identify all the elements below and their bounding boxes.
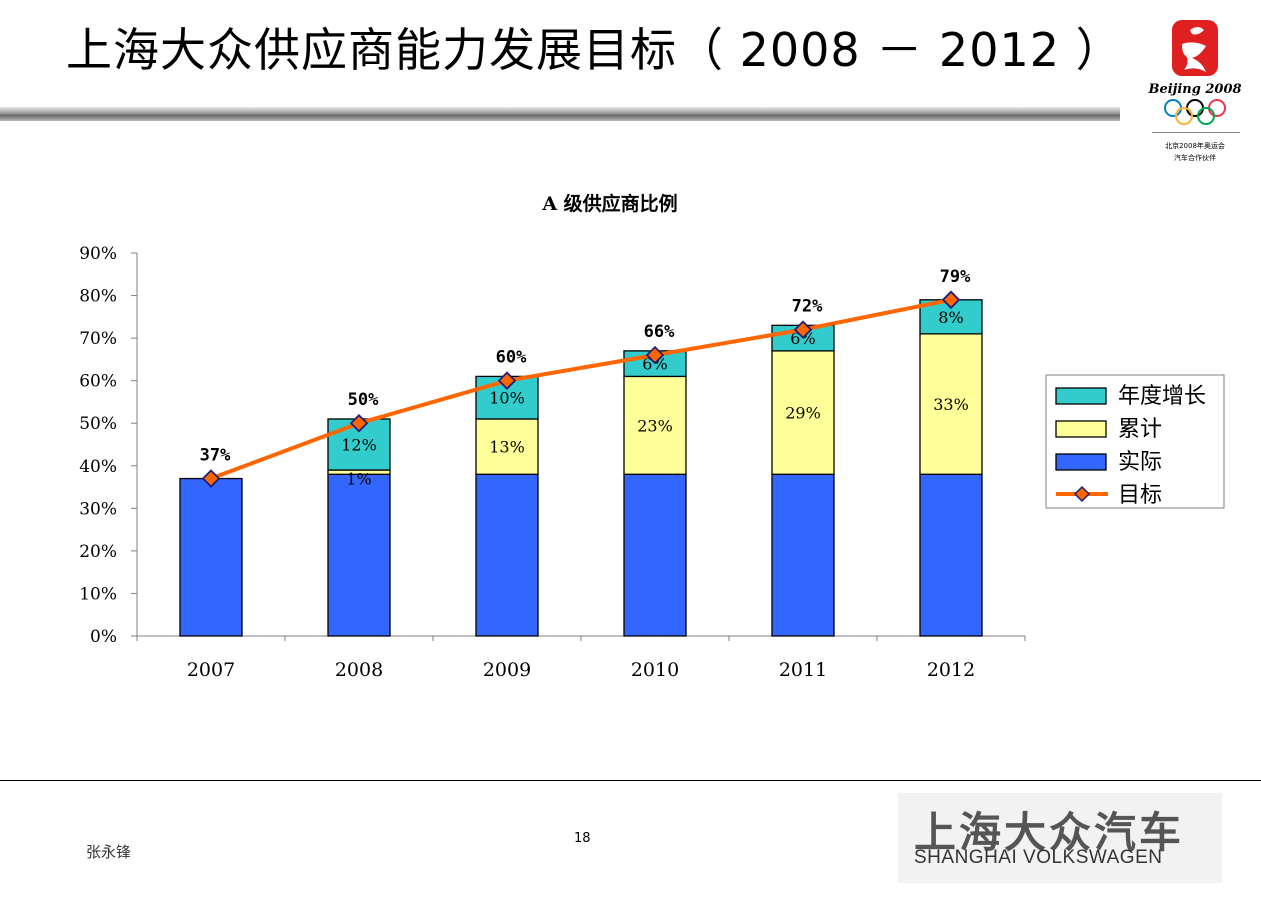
bar-data-label: 23% — [637, 416, 673, 435]
bar-segment-cumulative — [475, 418, 539, 475]
legend-label: 目标 — [1118, 483, 1162, 508]
x-tick-label: 2012 — [927, 659, 975, 681]
legend-label: 实际 — [1118, 450, 1162, 475]
bar-data-label: 12% — [341, 436, 377, 455]
target-point-marker — [941, 290, 961, 310]
x-axis: 2007 2008 2009 2010 2011 2012 — [136, 635, 1026, 681]
y-tick-label: 80% — [79, 287, 117, 307]
target-point-marker — [201, 469, 221, 488]
target-point-marker — [793, 320, 813, 339]
beijing-2008-logo: Beijing 2008 北京2008年奥运会 汽车合作伙伴 — [1140, 18, 1250, 168]
brand-name-cn: 上海大众汽车 — [914, 808, 1185, 857]
target-data-label: 79% — [940, 267, 971, 287]
target-point-marker — [497, 371, 517, 390]
target-data-label: 60% — [496, 348, 527, 368]
bar-segment-actual — [475, 473, 539, 637]
y-tick-label: 60% — [79, 372, 117, 392]
target-line-group: 37% 50% 60% 66% 72% 79% — [200, 267, 971, 488]
bar-data-label: 8% — [938, 308, 963, 327]
chart-title: A 级供应商比例 — [541, 192, 677, 215]
logo-separator — [1152, 132, 1240, 133]
bar-segment-actual — [179, 477, 243, 637]
bar-data-label: 29% — [785, 404, 821, 423]
target-data-label: 72% — [792, 297, 823, 317]
y-axis: 0% 10% 20% 30% 40% 50% 60% 70% 80% 90% — [79, 244, 138, 647]
olympic-emblem-icon — [1172, 20, 1218, 76]
bar-data-label: 1% — [346, 469, 371, 488]
y-tick-label: 0% — [90, 627, 117, 647]
bar-segment-actual — [623, 473, 687, 637]
bar-segment-cumulative — [919, 333, 983, 475]
supplier-ratio-chart: A 级供应商比例 0% 10% 20% 30% 40% 50% 60% 70% 80% 90% 2… — [79, 192, 1225, 681]
bars-group — [179, 299, 983, 637]
x-tick-label: 2010 — [631, 659, 679, 681]
bar-segment-cumulative — [623, 375, 687, 475]
y-tick-label: 20% — [79, 542, 117, 562]
legend-label: 累计 — [1118, 417, 1162, 442]
target-point-marker — [645, 345, 665, 365]
logo-caption-1: 北京2008年奥运会 — [1165, 142, 1225, 150]
bar-segment-actual — [771, 473, 835, 637]
bar-data-label: 10% — [489, 389, 525, 408]
footer-divider — [0, 780, 1261, 781]
legend-swatch-annual_growth — [1055, 387, 1107, 405]
target-data-label: 66% — [644, 322, 675, 342]
legend-swatch-actual — [1055, 453, 1107, 471]
x-tick-label: 2008 — [335, 659, 383, 681]
bar-labels-group: 1%12%13%10%23%6%29%6%33%8% — [341, 308, 969, 488]
y-tick-label: 10% — [79, 584, 117, 604]
olympic-rings-icon — [1164, 99, 1226, 125]
bar-data-label: 33% — [933, 395, 969, 414]
bar-segment-actual — [919, 473, 983, 637]
target-point-marker — [349, 413, 369, 433]
beijing-2008-text: Beijing 2008 — [1148, 82, 1242, 97]
brand-name-en: SHANGHAI VOLKSWAGEN — [914, 847, 1163, 868]
legend-label: 年度增长 — [1118, 384, 1206, 409]
legend-swatch-cumulative — [1055, 420, 1107, 438]
x-tick-label: 2011 — [779, 659, 827, 681]
bar-data-label: 13% — [489, 438, 525, 457]
target-series-line — [210, 297, 952, 481]
slide-title: 上海大众供应商能力发展目标（ 2008 － 2012 ） — [66, 23, 1123, 77]
x-tick-label: 2009 — [483, 659, 531, 681]
logo-caption-2: 汽车合作伙伴 — [1174, 154, 1216, 162]
y-tick-label: 30% — [79, 499, 117, 519]
x-tick-label: 2007 — [187, 659, 235, 681]
title-divider-bar — [0, 107, 1120, 121]
y-tick-label: 70% — [79, 329, 117, 349]
author-name: 张永锋 — [86, 843, 132, 861]
y-tick-label: 90% — [79, 244, 117, 264]
shanghai-volkswagen-logo: 上海大众汽车 SHANGHAI VOLKSWAGEN — [898, 793, 1222, 883]
page-number: 18 — [574, 831, 591, 846]
y-tick-label: 40% — [79, 457, 117, 477]
target-data-label: 37% — [200, 446, 231, 466]
bar-segment-cumulative — [771, 350, 835, 475]
bar-segment-actual — [327, 473, 391, 637]
legend-swatch-target-marker — [1073, 485, 1091, 503]
y-tick-label: 50% — [79, 414, 117, 434]
target-data-label: 50% — [348, 390, 379, 410]
